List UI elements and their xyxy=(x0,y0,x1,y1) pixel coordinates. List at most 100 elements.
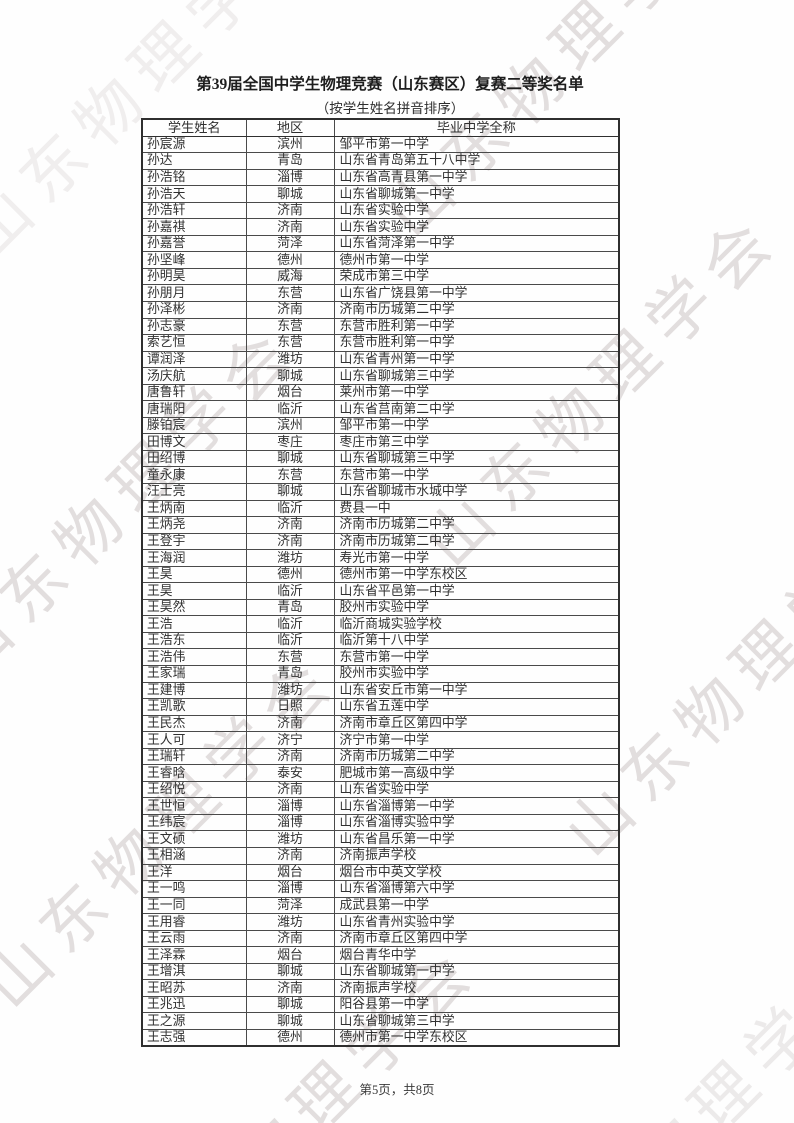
school-name: 东营市第一中学 xyxy=(333,648,620,666)
school-name: 山东省菏泽第一中学 xyxy=(333,234,620,253)
student-name: 孙明昊 xyxy=(141,267,247,286)
region: 滨州 xyxy=(245,416,335,435)
student-name: 孙浩轩 xyxy=(141,201,247,220)
table-row: 孙嘉祺 济南 山东省实验中学 xyxy=(141,218,620,236)
student-name: 王之源 xyxy=(141,1012,247,1031)
table-row: 谭润泽 潍坊 山东省青州第一中学 xyxy=(141,350,620,369)
table-row: 孙志豪 东营 东营市胜利第一中学 xyxy=(141,317,620,336)
table-header-row: 学生姓名 地区 毕业中学全称 xyxy=(141,118,620,137)
region: 临沂 xyxy=(245,582,335,600)
region: 青岛 xyxy=(245,598,335,617)
table-row: 孙朋月 东营 山东省广饶县第一中学 xyxy=(141,284,620,302)
student-name: 王一鸣 xyxy=(141,880,247,898)
school-name: 山东省淄博实验中学 xyxy=(333,813,620,832)
region: 潍坊 xyxy=(245,681,335,700)
student-name: 唐鲁轩 xyxy=(141,383,247,402)
school-name: 东营市第一中学 xyxy=(333,466,620,484)
school-name: 山东省实验中学 xyxy=(333,201,620,220)
region: 济南 xyxy=(245,847,335,865)
school-name: 济南市历城第二中学 xyxy=(333,747,620,766)
region: 潍坊 xyxy=(245,350,335,369)
school-name: 济南市章丘区第四中学 xyxy=(333,929,620,948)
school-name: 德州市第一中学东校区 xyxy=(333,1029,620,1047)
school-name: 东营市胜利第一中学 xyxy=(333,317,620,336)
column-header-region: 地区 xyxy=(245,118,335,137)
student-name: 索艺恒 xyxy=(141,334,247,352)
school-name: 邹平市第一中学 xyxy=(333,416,620,435)
student-name: 孙嘉誉 xyxy=(141,234,247,253)
school-name: 德州市第一中学东校区 xyxy=(333,565,620,584)
table-row: 孙浩铭 淄博 山东省高青县第一中学 xyxy=(141,168,620,187)
table-row: 王志强 德州 德州市第一中学东校区 xyxy=(141,1029,620,1047)
school-name: 山东省安丘市第一中学 xyxy=(333,681,620,700)
student-name: 王登宇 xyxy=(141,532,247,551)
table-row: 王登宇 济南 济南市历城第二中学 xyxy=(141,532,620,551)
table-row: 王用睿 潍坊 山东省青州实验中学 xyxy=(141,913,620,931)
student-name: 王浩 xyxy=(141,615,247,633)
school-name: 阳谷县第一中学 xyxy=(333,995,620,1014)
table-row: 王洋 烟台 烟台市中英文学校 xyxy=(141,863,620,882)
table-row: 王浩东 临沂 临沂第十八中学 xyxy=(141,631,620,650)
region: 威海 xyxy=(245,267,335,286)
student-name: 王文硕 xyxy=(141,830,247,849)
table-row: 孙坚峰 德州 德州市第一中学 xyxy=(141,251,620,269)
school-name: 烟台市中英文学校 xyxy=(333,863,620,882)
student-name: 王炳尧 xyxy=(141,516,247,534)
school-name: 山东省淄博第六中学 xyxy=(333,880,620,898)
school-name: 山东省广饶县第一中学 xyxy=(333,284,620,302)
table-row: 王海润 潍坊 寿光市第一中学 xyxy=(141,549,620,567)
region: 东营 xyxy=(245,466,335,484)
region: 淄博 xyxy=(245,168,335,187)
region: 东营 xyxy=(245,334,335,352)
region: 青岛 xyxy=(245,665,335,683)
table-row: 汪士亮 聊城 山东省聊城市水城中学 xyxy=(141,482,620,501)
page-subtitle: （按学生姓名拼音排序） xyxy=(315,101,465,116)
student-name: 王建博 xyxy=(141,681,247,700)
school-name: 山东省实验中学 xyxy=(333,780,620,799)
region: 聊城 xyxy=(245,962,335,981)
page-title: 第39届全国中学生物理竞赛（山东赛区）复赛二等奖名单 xyxy=(196,76,584,93)
region: 临沂 xyxy=(245,400,335,418)
school-name: 莱州市第一中学 xyxy=(333,383,620,402)
region: 泰安 xyxy=(245,764,335,782)
table-row: 王凯歌 日照 山东省五莲中学 xyxy=(141,698,620,716)
table-row: 童永康 东营 东营市第一中学 xyxy=(141,466,620,484)
student-name: 王睿晗 xyxy=(141,764,247,782)
student-name: 王家瑞 xyxy=(141,665,247,683)
table-row: 王炳尧 济南 济南市历城第二中学 xyxy=(141,516,620,534)
table-row: 王昊 德州 德州市第一中学东校区 xyxy=(141,565,620,584)
table-row: 王相涵 济南 济南振声学校 xyxy=(141,847,620,865)
results-table-body: 孙宸源 滨州 邹平市第一中学 孙达 青岛 山东省青岛第五十八中学 孙浩铭 淄博 山东省高青县第一… xyxy=(141,135,620,1047)
student-name: 田博文 xyxy=(141,433,247,451)
student-name: 孙朋月 xyxy=(141,284,247,302)
table-row: 王一同 菏泽 成武县第一中学 xyxy=(141,896,620,915)
table-row: 王人可 济宁 济宁市第一中学 xyxy=(141,731,620,749)
school-name: 山东省聊城第一中学 xyxy=(333,962,620,981)
school-name: 济南振声学校 xyxy=(333,847,620,865)
region: 青岛 xyxy=(245,152,335,170)
region: 枣庄 xyxy=(245,433,335,451)
student-name: 王人可 xyxy=(141,731,247,749)
student-name: 王泽霖 xyxy=(141,946,247,964)
school-name: 德州市第一中学 xyxy=(333,251,620,269)
region: 聊城 xyxy=(245,185,335,203)
table-row: 王之源 聊城 山东省聊城第三中学 xyxy=(141,1012,620,1031)
table-row: 孙嘉誉 菏泽 山东省菏泽第一中学 xyxy=(141,234,620,253)
school-name: 山东省青岛第五十八中学 xyxy=(333,152,620,170)
student-name: 汪士亮 xyxy=(141,482,247,501)
region: 济南 xyxy=(245,516,335,534)
school-name: 寿光市第一中学 xyxy=(333,549,620,567)
school-name: 邹平市第一中学 xyxy=(333,135,620,154)
school-name: 枣庄市第三中学 xyxy=(333,433,620,451)
region: 淄博 xyxy=(245,880,335,898)
region: 日照 xyxy=(245,698,335,716)
school-name: 临沂商城实验学校 xyxy=(333,615,620,633)
table-row: 王绍悦 济南 山东省实验中学 xyxy=(141,780,620,799)
table-row: 王民杰 济南 济南市章丘区第四中学 xyxy=(141,714,620,733)
student-name: 孙宸源 xyxy=(141,135,247,154)
student-name: 王昊 xyxy=(141,582,247,600)
school-name: 山东省昌乐第一中学 xyxy=(333,830,620,849)
school-name: 山东省聊城第三中学 xyxy=(333,449,620,468)
table-row: 王浩伟 东营 东营市第一中学 xyxy=(141,648,620,666)
student-name: 王瑞轩 xyxy=(141,747,247,766)
